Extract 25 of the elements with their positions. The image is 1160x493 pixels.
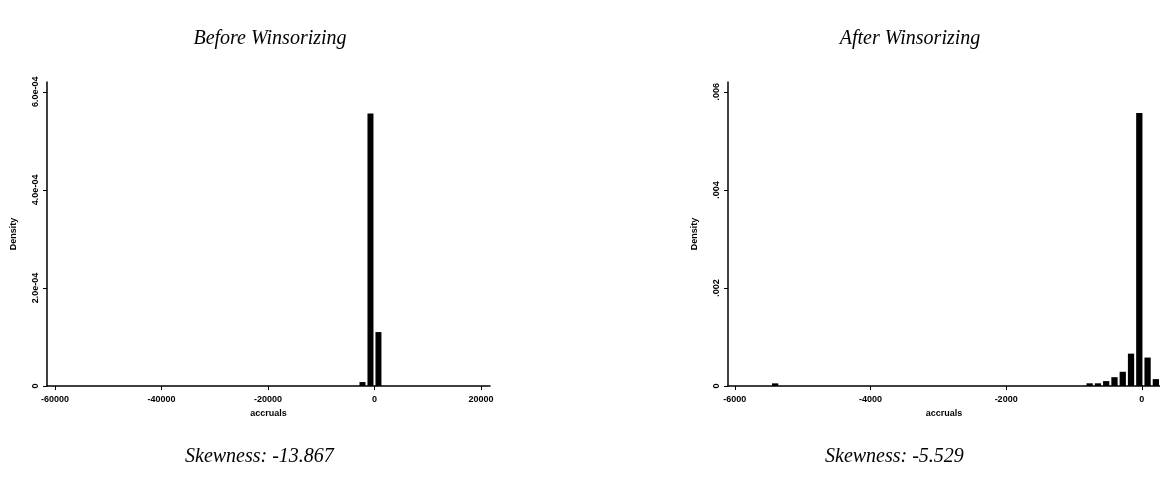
text: Skewness: -5.529 <box>825 444 964 466</box>
chart-title: Before Winsorizing <box>193 26 347 49</box>
x-tick-label: -20000 <box>253 393 282 404</box>
x-tick-label: 0 <box>371 393 377 404</box>
x-tick-label: -60000 <box>40 393 69 404</box>
x-tick-label: -4000 <box>858 393 882 404</box>
y-tick-label: 4.0e-04 <box>29 174 40 206</box>
y-tick-label: .006 <box>710 83 721 101</box>
x-axis-title: accruals <box>250 407 287 418</box>
x-tick-label: -2000 <box>994 393 1018 404</box>
chart-title: After Winsorizing <box>837 26 981 49</box>
y-axis-title: Density <box>688 217 699 251</box>
x-axis-title: accruals <box>925 407 963 418</box>
y-tick-label: .004 <box>710 181 721 199</box>
text: Skewness: -13.867 <box>185 444 335 466</box>
y-tick-label: .002 <box>710 279 721 297</box>
x-tick-label: 20000 <box>468 393 494 404</box>
y-tick-label: 6.0e-04 <box>29 76 40 108</box>
x-tick-label: -40000 <box>147 393 176 404</box>
y-tick-label: 0 <box>29 383 40 389</box>
y-tick-label: 0 <box>710 383 721 389</box>
y-axis-title: Density <box>7 217 18 251</box>
y-tick-label: 2.0e-04 <box>29 272 40 304</box>
x-tick-label: 0 <box>1139 393 1145 404</box>
x-tick-label: -6000 <box>723 393 747 404</box>
